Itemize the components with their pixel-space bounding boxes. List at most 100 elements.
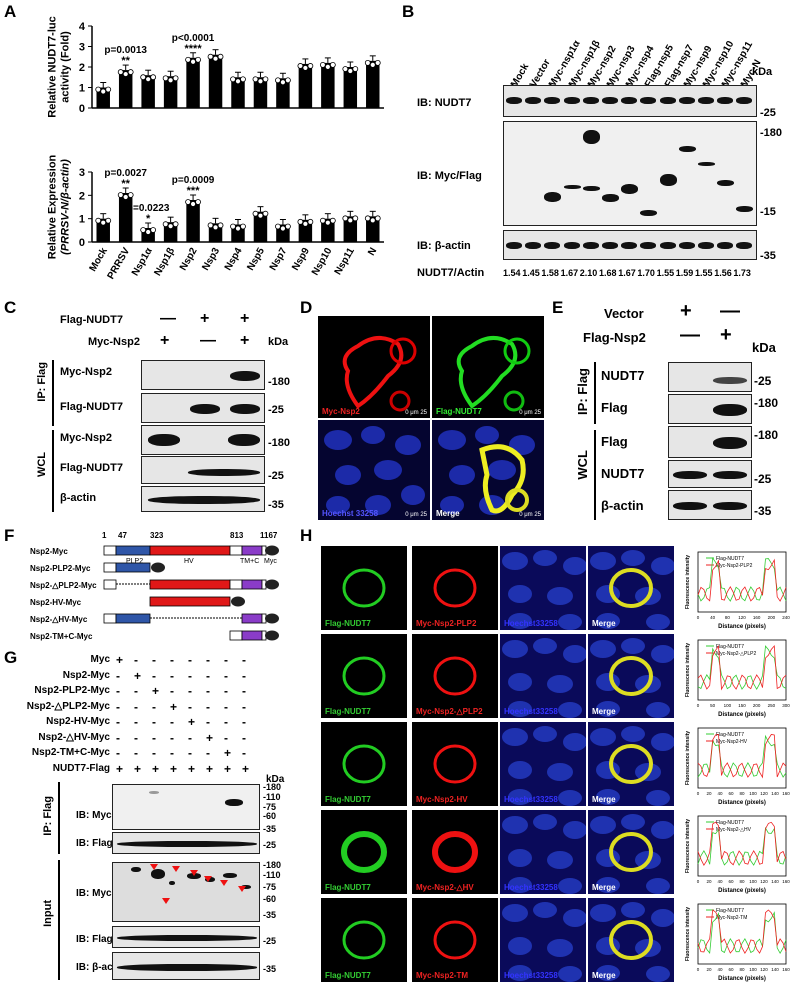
d-scale-3: 0 μm 25	[405, 512, 427, 518]
g-marker: -110	[263, 870, 281, 880]
h-micrograph: Myc-Nsp2-△PLP2	[412, 634, 498, 718]
h-micrograph: Flag-NUDT7	[321, 634, 407, 718]
f-myc-tag	[265, 545, 279, 556]
f-domain	[241, 579, 263, 590]
c-sign: —	[160, 310, 176, 327]
g-sign: -	[134, 715, 138, 729]
a-xtick: Nsp7	[268, 246, 290, 273]
a-point	[185, 199, 191, 205]
c-blot-1	[141, 360, 265, 390]
h-micrograph: Myc-Nsp2-△HV	[412, 810, 498, 894]
g-sign: +	[152, 684, 160, 698]
a-bar	[253, 211, 268, 242]
h-xtick: 160	[782, 967, 790, 972]
g-sign: -	[242, 715, 246, 729]
h-xtick: 140	[771, 791, 779, 796]
e-m5: -35	[754, 504, 772, 518]
b-band	[582, 130, 600, 144]
g-marker: -60	[263, 894, 277, 904]
h-ylabel: Fluorescence intensity	[685, 731, 691, 785]
g-band	[223, 873, 237, 878]
h-xtick: 120	[738, 615, 746, 620]
h-profile-line	[697, 821, 787, 867]
a-bar	[366, 216, 380, 242]
panel-label-c: C	[4, 298, 17, 317]
a-ytick: 1	[79, 214, 85, 226]
h-xtick: 200	[768, 615, 776, 620]
h-profile-plot: Fluorescence intensity Distance (pixels) 0…	[685, 727, 790, 806]
g-arrow-icon	[162, 898, 170, 904]
a-xtick: Nsp9	[290, 246, 312, 273]
g-sign: -	[170, 715, 174, 729]
f-myc-tag	[265, 613, 279, 624]
a-point	[297, 63, 304, 69]
g-sign: -	[152, 699, 156, 714]
g-sign: -	[188, 746, 192, 760]
e-sign: —	[720, 300, 740, 322]
b-band	[525, 242, 542, 249]
a-bar	[118, 193, 133, 242]
b-band	[698, 242, 714, 249]
h-micrograph: Merge	[588, 634, 674, 718]
g-row-label: Nsp2-PLP2-Myc	[34, 685, 110, 696]
h-ylabel: Fluorescence intensity	[685, 643, 691, 697]
g-marker: -110	[263, 792, 281, 802]
f-domain	[115, 545, 151, 556]
h-xlabel: Distance (pixels)	[718, 800, 766, 806]
b-band	[736, 97, 753, 104]
a-stars: **	[121, 178, 130, 190]
h-xlabel: Distance (pixels)	[718, 976, 766, 982]
g-arrow-icon	[190, 870, 198, 876]
h-xtick: 240	[782, 615, 790, 620]
g-blot-ip-myc	[112, 784, 260, 830]
d-img-hoechst: Hoechst 33258 0 μm 25	[318, 420, 430, 520]
c-l3: Myc-Nsp2	[60, 432, 112, 444]
c-m25b: -25	[268, 470, 284, 482]
b-band	[678, 97, 695, 104]
a-point	[207, 53, 214, 60]
a-point	[352, 66, 359, 72]
d-label-hoechst: Hoechst 33258	[322, 509, 379, 518]
f-row-label: Nsp2-Myc	[30, 547, 68, 556]
h-label: Myc-Nsp2-△HV	[416, 883, 474, 892]
g-marker: -35	[263, 824, 277, 834]
e-m1: -25	[754, 374, 772, 388]
diagram-f: 1 47 323 813 1167 Nsp2-Myc Nsp2-PLP2-Myc Nsp2-△…	[30, 531, 279, 641]
b-ratio: 1.67	[618, 268, 636, 278]
g-sign: -	[152, 715, 156, 729]
a-pvalue: p=0.0013	[104, 45, 147, 56]
c-blot-5	[141, 486, 265, 512]
h-xtick: 80	[739, 791, 745, 796]
g-arrow-icon	[150, 864, 158, 870]
f-domain	[229, 579, 243, 590]
b-band	[544, 97, 561, 104]
d-img-myc: Myc-Nsp2 0 μm 25	[318, 316, 430, 418]
h-legend: Flag-NUDT7	[716, 732, 744, 738]
h-micrograph: Hoechst33258	[500, 722, 586, 806]
g-blot-ip-flag	[112, 832, 260, 854]
d-label-merge: Merge	[436, 509, 460, 518]
h-xtick: 200	[753, 703, 761, 708]
e-blot-5	[668, 490, 752, 520]
a-ytick: 3	[79, 42, 85, 54]
g-sign: -	[134, 730, 138, 745]
g-kda: kDa	[266, 774, 285, 785]
a-point	[252, 210, 259, 217]
h-profile-line	[697, 826, 787, 867]
g-arrow-icon	[204, 876, 212, 882]
h-xtick: 140	[771, 879, 779, 884]
g-marker: -75	[263, 882, 277, 892]
a-point	[364, 215, 371, 222]
f-row-label: Nsp2-△HV-Myc	[30, 615, 88, 624]
h-legend: Flag-NUDT7	[716, 820, 744, 826]
a-point	[117, 192, 124, 198]
h-profile-line	[697, 558, 787, 602]
e-l3: Flag	[601, 434, 628, 449]
h-ylabel: Fluorescence intensity	[685, 819, 691, 873]
g-sign: -	[116, 730, 120, 745]
b-band	[582, 186, 600, 191]
g-sign: +	[134, 761, 142, 776]
b-band	[659, 242, 676, 249]
c-row2: Myc-Nsp2	[88, 336, 140, 348]
h-micrograph: Hoechst33258	[500, 634, 586, 718]
